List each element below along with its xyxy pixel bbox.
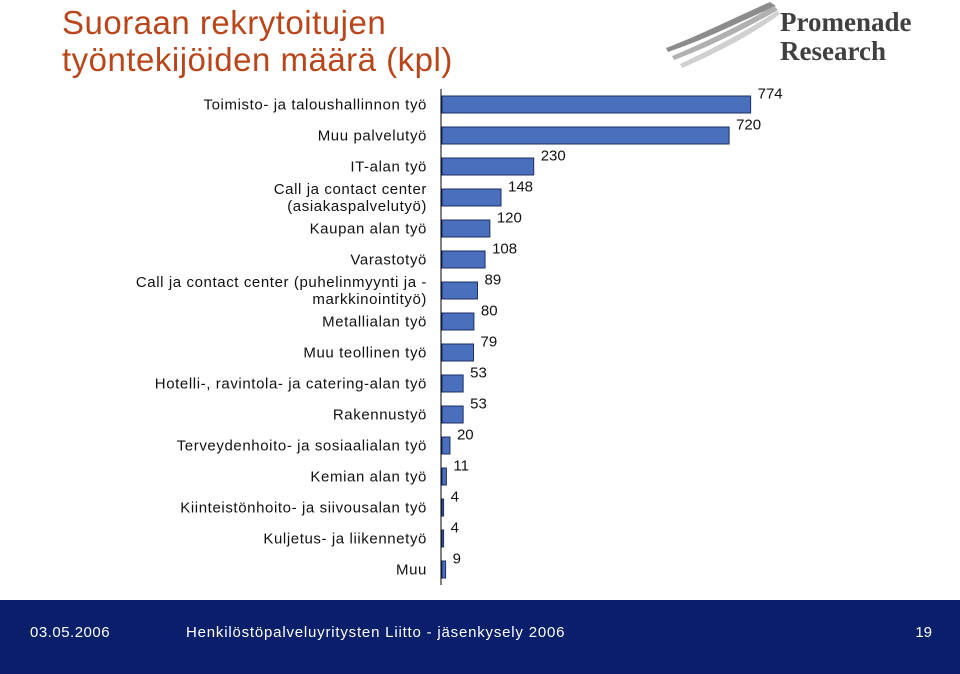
data-label: 89 xyxy=(484,272,501,289)
bar xyxy=(441,343,475,362)
swoosh-logo-icon xyxy=(666,2,780,68)
category-label: Varastotyö xyxy=(350,252,427,269)
bar xyxy=(441,95,752,114)
category-label: Hotelli-, ravintola- ja catering-alan ty… xyxy=(155,376,427,393)
category-label: Muu teollinen työ xyxy=(303,345,427,362)
data-label: 11 xyxy=(453,458,469,475)
category-label: Kiinteistönhoito- ja siivousalan työ xyxy=(180,500,427,517)
data-label: 120 xyxy=(497,210,522,227)
data-label: 4 xyxy=(451,520,459,537)
category-label: Kaupan alan työ xyxy=(310,221,427,238)
category-label: IT-alan työ xyxy=(350,159,427,176)
category-label: Kuljetus- ja liikennetyö xyxy=(263,531,427,548)
bar xyxy=(441,126,730,145)
bar xyxy=(441,281,478,300)
bar xyxy=(441,312,475,331)
footer-source: Henkilöstöpalveluyritysten Liitto - jäse… xyxy=(186,624,566,641)
data-label: 53 xyxy=(470,396,487,413)
footer-bar: 03.05.2006 Henkilöstöpalveluyritysten Li… xyxy=(0,600,960,674)
bar xyxy=(441,374,464,393)
category-label: Metallialan työ xyxy=(322,314,427,331)
logo-line-2: Research xyxy=(780,36,886,66)
category-label: Muu xyxy=(396,562,427,579)
data-label: 9 xyxy=(453,551,461,568)
bar xyxy=(441,467,447,486)
bar xyxy=(441,529,445,548)
category-label: Rakennustyö xyxy=(333,407,427,424)
bar xyxy=(441,188,502,207)
category-label: Terveydenhoito- ja sosiaalialan työ xyxy=(177,438,427,455)
title-line-2: työntekijöiden määrä (kpl) xyxy=(62,41,453,78)
data-label: 148 xyxy=(508,179,533,196)
logo-line-1: Promenade xyxy=(780,7,912,37)
data-label: 108 xyxy=(492,241,517,258)
category-label: Toimisto- ja taloushallinnon työ xyxy=(204,97,427,114)
bar xyxy=(441,560,447,579)
page-title: Suoraan rekrytoitujen työntekijöiden mää… xyxy=(62,4,453,78)
bar xyxy=(441,405,464,424)
data-label: 230 xyxy=(541,148,566,165)
data-label: 80 xyxy=(481,303,498,320)
logo-wordmark: Promenade Research xyxy=(780,8,911,66)
category-label: Muu palvelutyö xyxy=(318,128,427,145)
bar xyxy=(441,436,451,455)
data-label: 20 xyxy=(457,427,474,444)
data-label: 720 xyxy=(736,117,761,134)
bar-chart: 774 Toimisto- ja taloushallinnon työ 720 Mu… xyxy=(136,86,783,621)
data-label: 4 xyxy=(451,489,459,506)
footer-date: 03.05.2006 xyxy=(30,624,111,641)
data-label: 774 xyxy=(758,86,783,103)
category-label: Kemian alan työ xyxy=(310,469,427,486)
title-line-1: Suoraan rekrytoitujen xyxy=(62,4,387,41)
bar xyxy=(441,498,445,517)
data-label: 79 xyxy=(481,334,498,351)
category-label: Call ja contact center (puhelinmyynti ja… xyxy=(136,274,427,291)
category-label: Call ja contact center xyxy=(274,181,427,198)
bar xyxy=(441,250,486,269)
category-label: (asiakaspalvelutyö) xyxy=(287,198,427,215)
page-number: 19 xyxy=(915,624,932,641)
bar xyxy=(441,219,491,238)
data-label: 53 xyxy=(470,365,487,382)
category-label: markkinointityö) xyxy=(312,291,427,308)
bar xyxy=(441,157,535,176)
